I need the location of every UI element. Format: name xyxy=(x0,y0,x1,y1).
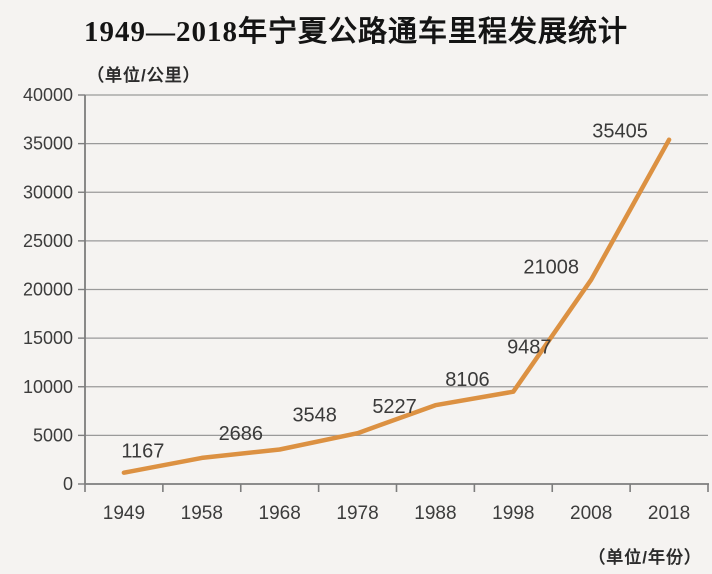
y-tick-label: 15000 xyxy=(23,328,73,348)
series-line xyxy=(121,137,672,475)
y-tick-label: 5000 xyxy=(33,425,73,445)
x-tick-label: 2008 xyxy=(570,503,612,524)
data-point-label: 8106 xyxy=(445,369,490,391)
y-tick-label: 10000 xyxy=(23,377,73,397)
y-tick-label: 20000 xyxy=(23,280,73,300)
y-tick-label: 35000 xyxy=(23,134,73,154)
data-point-label: 35405 xyxy=(592,121,648,143)
x-tick-label: 1949 xyxy=(103,503,145,524)
x-tick-label: 1988 xyxy=(414,503,456,524)
x-tick-label: 1998 xyxy=(492,503,534,524)
y-tick-label: 0 xyxy=(63,474,73,494)
data-point-label: 5227 xyxy=(372,396,417,418)
y-axis-unit-label: （单位/公里） xyxy=(87,66,201,85)
x-tick-label: 1958 xyxy=(181,503,223,524)
data-point-label: 9487 xyxy=(507,337,552,359)
data-point-label: 3548 xyxy=(292,404,337,426)
y-tick-label: 25000 xyxy=(23,231,73,251)
x-axis-unit-label: （单位/年份） xyxy=(588,548,702,567)
data-point-label: 21008 xyxy=(523,257,579,279)
x-tick-label: 2018 xyxy=(648,503,690,524)
chart-title: 1949—2018年宁夏公路通车里程发展统计 xyxy=(83,16,628,48)
y-tick-label: 30000 xyxy=(23,182,73,202)
x-tick-label: 1978 xyxy=(336,503,378,524)
data-point-label: 2686 xyxy=(219,423,264,445)
y-tick-label: 40000 xyxy=(23,85,73,105)
data-point-label: 1167 xyxy=(121,441,164,463)
x-tick-label: 1968 xyxy=(259,503,301,524)
